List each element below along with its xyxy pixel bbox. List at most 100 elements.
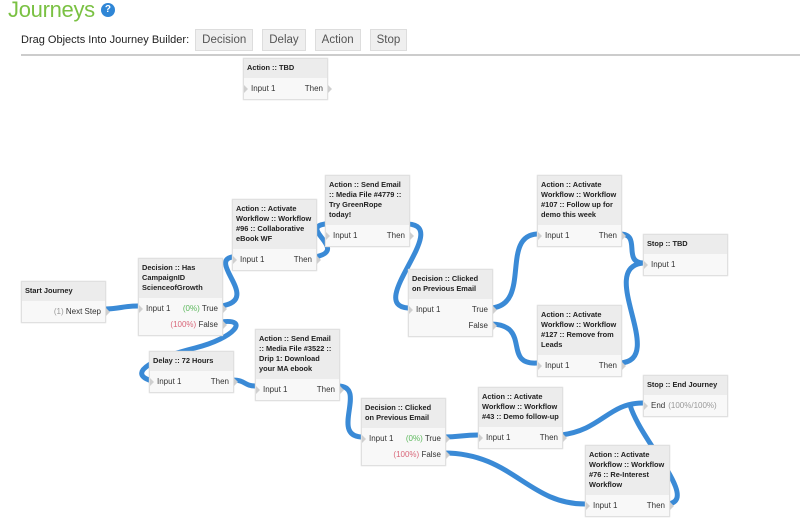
node-decision-clicked-1[interactable]: Decision :: Clicked on Previous Email Inp… xyxy=(408,269,497,337)
output-port-label[interactable]: True xyxy=(424,434,441,443)
output-port-label[interactable]: Then xyxy=(293,255,312,264)
output-port-handle[interactable] xyxy=(563,434,567,442)
input-port-label[interactable]: Input 1 xyxy=(251,84,276,93)
output-port-label[interactable]: Next Step xyxy=(65,307,101,316)
output-port-label[interactable]: False xyxy=(198,320,218,329)
node-email-3522[interactable]: Action :: Send Email :: Media File #3522… xyxy=(255,329,344,401)
input-port-label[interactable]: Input 1 xyxy=(240,255,265,264)
connector-line[interactable] xyxy=(312,221,331,260)
output-port-handle[interactable] xyxy=(106,308,110,316)
output-port-label[interactable]: False xyxy=(421,450,441,459)
node-title: Stop :: End Journey xyxy=(644,376,727,395)
input-port-handle[interactable] xyxy=(150,378,154,386)
input-port-label[interactable]: Input 1 xyxy=(545,361,570,370)
input-port-label[interactable]: Input 1 xyxy=(157,377,182,386)
node-stop-tbd[interactable]: Stop :: TBD Input 1 xyxy=(643,234,728,276)
output-port-label[interactable]: Then xyxy=(210,377,229,386)
output-port-handle[interactable] xyxy=(493,322,497,330)
action-button[interactable]: Action xyxy=(314,29,361,51)
node-port-row: Input 1 Then xyxy=(538,228,626,244)
input-port-label[interactable]: Input 1 xyxy=(263,385,288,394)
output-port-label[interactable]: False xyxy=(468,321,488,330)
conversion-percent: (0%) xyxy=(182,304,200,313)
input-port-handle[interactable] xyxy=(362,435,366,443)
input-port-handle[interactable] xyxy=(644,261,648,269)
input-port-handle[interactable] xyxy=(256,386,260,394)
connector-line[interactable] xyxy=(488,321,540,366)
input-port-handle[interactable] xyxy=(538,232,542,240)
input-port-label[interactable]: Input 1 xyxy=(593,501,618,510)
connector-line[interactable] xyxy=(617,260,646,366)
input-port-handle[interactable] xyxy=(326,232,330,240)
input-port-label[interactable]: Input 1 xyxy=(333,231,358,240)
output-port-handle[interactable] xyxy=(622,362,626,370)
connector-line[interactable] xyxy=(393,221,424,311)
output-port-handle[interactable] xyxy=(622,232,626,240)
output-port-handle[interactable] xyxy=(340,386,344,394)
output-port-handle[interactable] xyxy=(410,232,414,240)
node-decision-campaign[interactable]: Decision :: Has CampaignID ScienceofGrow… xyxy=(138,258,227,336)
node-email-4779[interactable]: Action :: Send Email :: Media File #4779… xyxy=(325,175,414,247)
input-port-handle[interactable] xyxy=(586,502,590,510)
output-port-handle[interactable] xyxy=(328,85,332,93)
input-port-handle[interactable] xyxy=(644,402,648,410)
input-port-handle[interactable] xyxy=(233,256,237,264)
decision-button[interactable]: Decision xyxy=(195,29,254,51)
connector-line[interactable] xyxy=(218,254,240,309)
input-port-label[interactable]: Input 1 xyxy=(146,304,171,313)
output-port-handle[interactable] xyxy=(317,256,321,264)
node-title: Action :: Send Email :: Media File #3522… xyxy=(256,330,339,379)
output-port-label[interactable]: Then xyxy=(598,231,617,240)
output-port-handle[interactable] xyxy=(670,502,674,510)
node-action-96[interactable]: Action :: Activate Workflow :: Workflow … xyxy=(232,199,321,271)
input-port-handle[interactable] xyxy=(244,85,248,93)
node-port-row: End (100%/100%) xyxy=(644,398,727,414)
connector-line[interactable] xyxy=(139,318,239,383)
output-port-label[interactable]: Then xyxy=(598,361,617,370)
input-port-label[interactable]: Input 1 xyxy=(369,434,394,443)
connector-line[interactable] xyxy=(335,383,364,440)
output-port-handle[interactable] xyxy=(223,321,227,329)
connector-line[interactable] xyxy=(558,400,646,438)
output-port-label[interactable]: True xyxy=(471,305,488,314)
help-icon[interactable]: ? xyxy=(100,3,115,17)
node-delay-72[interactable]: Delay :: 72 Hours Input 1 Then xyxy=(149,351,238,393)
connector-line[interactable] xyxy=(441,450,588,507)
node-start-journey[interactable]: Start Journey (1) Next Step xyxy=(21,281,110,323)
node-title: Action :: Activate Workflow :: Workflow … xyxy=(538,176,621,225)
delay-button[interactable]: Delay xyxy=(262,29,306,51)
output-port-label[interactable]: Then xyxy=(539,433,558,442)
input-port-label[interactable]: Input 1 xyxy=(416,305,441,314)
input-port-handle[interactable] xyxy=(479,434,483,442)
output-port-handle[interactable] xyxy=(493,306,497,314)
input-port-label[interactable]: Input 1 xyxy=(545,231,570,240)
node-action-76[interactable]: Action :: Activate Workflow :: Workflow … xyxy=(585,445,674,517)
output-port-handle[interactable] xyxy=(234,378,238,386)
output-port-label[interactable]: Then xyxy=(316,385,335,394)
node-action-107[interactable]: Action :: Activate Workflow :: Workflow … xyxy=(537,175,626,247)
input-port-label[interactable]: End xyxy=(651,401,666,410)
node-action-43[interactable]: Action :: Activate Workflow :: Workflow … xyxy=(478,387,567,449)
node-action-tbd[interactable]: Action :: TBD Input 1 Then xyxy=(243,58,332,100)
output-port-label[interactable]: True xyxy=(201,304,218,313)
node-title: Decision :: Has CampaignID ScienceofGrow… xyxy=(139,259,222,298)
input-port-label[interactable]: Input 1 xyxy=(486,433,511,442)
input-port-handle[interactable] xyxy=(139,305,143,313)
node-port-row: Input 1 Then xyxy=(586,498,674,514)
node-title: Decision :: Clicked on Previous Email xyxy=(362,399,445,428)
output-port-label[interactable]: Then xyxy=(386,231,405,240)
toolbar-label: Drag Objects Into Journey Builder: xyxy=(21,34,190,46)
output-port-label[interactable]: Then xyxy=(646,501,665,510)
output-port-label[interactable]: Then xyxy=(304,84,323,93)
stop-button[interactable]: Stop xyxy=(369,29,408,51)
output-port-handle[interactable] xyxy=(446,451,450,459)
input-port-label[interactable]: Input 1 xyxy=(651,260,676,269)
connector-line[interactable] xyxy=(488,231,540,311)
input-port-handle[interactable] xyxy=(538,362,542,370)
node-action-127[interactable]: Action :: Activate Workflow :: Workflow … xyxy=(537,305,626,377)
output-port-handle[interactable] xyxy=(223,305,227,313)
output-port-handle[interactable] xyxy=(446,435,450,443)
input-port-handle[interactable] xyxy=(409,306,413,314)
